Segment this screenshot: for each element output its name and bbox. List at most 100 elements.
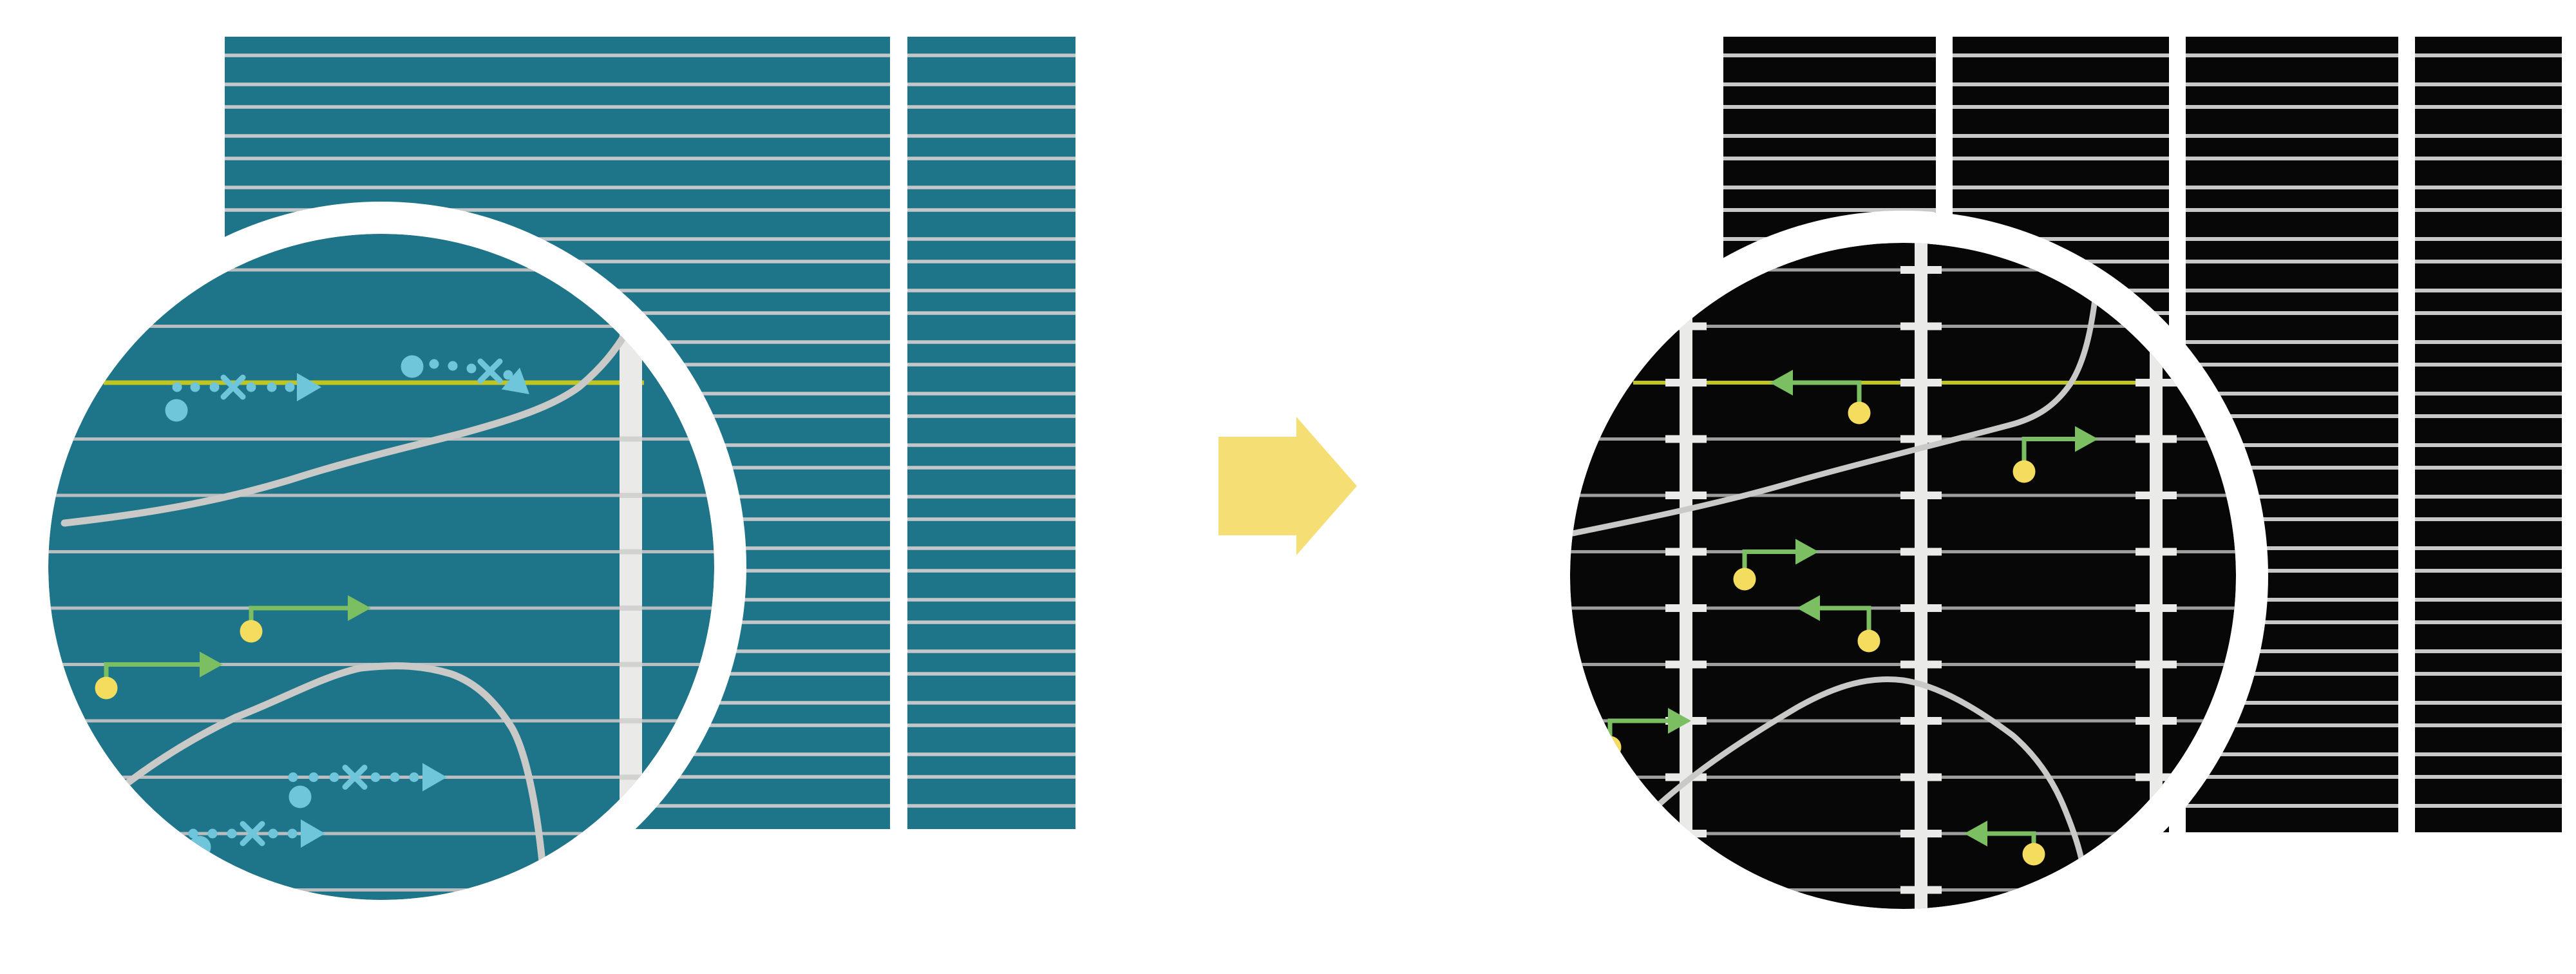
finger-line — [2415, 157, 2562, 160]
busbar-tick — [620, 606, 642, 611]
collection-arrow — [2012, 426, 2098, 483]
busbar-tick — [620, 493, 642, 498]
path-dot — [308, 772, 319, 782]
left-magnifier-content — [48, 234, 714, 900]
finger-line — [907, 186, 1075, 189]
finger-line — [2186, 466, 2398, 470]
finger-line — [2186, 775, 2398, 779]
finger-line — [907, 208, 1075, 212]
highlighted-finger-line — [1633, 381, 2156, 385]
finger-line — [907, 289, 1075, 292]
busbar-tick — [620, 662, 642, 667]
finger-line — [225, 105, 890, 109]
busbar — [1680, 243, 1692, 909]
busbar-pad — [2136, 604, 2177, 612]
finger-line — [907, 311, 1075, 315]
finger-line — [2186, 701, 2398, 705]
finger-line — [2415, 443, 2562, 447]
busbar-pad — [1665, 660, 1707, 669]
finger-line — [2186, 53, 2398, 57]
path-dot — [285, 382, 295, 392]
finger-line — [225, 82, 890, 86]
path-dot — [390, 772, 400, 782]
highlighted-finger-line — [104, 380, 644, 385]
collection-arrowhead-icon — [1770, 370, 1793, 396]
finger-line — [225, 134, 890, 138]
finger-line — [2415, 598, 2562, 602]
finger-line — [907, 363, 1075, 367]
right-magnifier — [1538, 211, 2268, 941]
finger-line — [2415, 775, 2562, 779]
finger-line — [2186, 752, 2398, 756]
finger-line — [2415, 466, 2562, 470]
grain-boundary — [61, 326, 632, 527]
finger-line — [2415, 340, 2562, 344]
finger-line — [2186, 804, 2398, 808]
finger-line — [1723, 53, 1936, 57]
finger-line — [2186, 208, 2398, 212]
finger-line — [907, 340, 1075, 344]
busbar-pad — [2136, 548, 2177, 556]
electron-carrier-dot — [289, 785, 312, 808]
busbar-pad — [1665, 492, 1707, 499]
finger-line — [907, 598, 1075, 602]
finger-line — [907, 775, 1075, 779]
finger-line — [2186, 649, 2398, 653]
busbar-tick — [620, 436, 642, 442]
path-dot — [370, 772, 381, 782]
busbar-pad — [1900, 773, 1942, 781]
cell-strip — [2415, 37, 2562, 832]
finger-line — [2186, 443, 2398, 447]
finger-line — [2186, 672, 2398, 676]
finger-line — [907, 495, 1075, 499]
finger-line — [907, 701, 1075, 705]
magnified-cell-area — [48, 234, 714, 900]
collected-carrier-dot — [2012, 460, 2036, 483]
collection-arrow — [1770, 370, 1871, 425]
finger-line — [2415, 392, 2562, 396]
electron-arrowhead-icon — [501, 367, 529, 394]
magnified-finger-line — [48, 719, 714, 723]
busbar-pad — [1900, 717, 1942, 725]
busbar-pad — [1665, 548, 1707, 556]
finger-line — [907, 260, 1075, 263]
finger-line — [1723, 208, 1936, 212]
path-dot — [190, 382, 200, 392]
recombination-x-icon — [342, 765, 368, 790]
magnified-finger-line — [48, 776, 714, 779]
collection-arrow — [1964, 821, 2045, 866]
path-dot — [246, 382, 256, 392]
magnified-finger-line — [48, 493, 714, 497]
grain-boundary — [1657, 676, 2090, 891]
busbar-pad — [1900, 322, 1942, 330]
finger-line — [2415, 363, 2562, 367]
finger-line — [2415, 53, 2562, 57]
finger-line — [2415, 311, 2562, 315]
finger-line — [907, 517, 1075, 521]
finger-line — [2186, 237, 2398, 241]
finger-line — [2415, 620, 2562, 624]
cell-strip — [907, 37, 1075, 829]
recombination-x-icon — [220, 374, 246, 400]
magnified-finger-line — [48, 888, 714, 892]
finger-line — [907, 53, 1075, 57]
finger-line — [907, 752, 1075, 756]
finger-line — [2186, 495, 2398, 499]
path-dot — [288, 772, 298, 782]
magnified-finger-line — [48, 268, 714, 272]
busbar-pad — [1900, 492, 1942, 499]
finger-line — [1953, 134, 2169, 138]
path-dot — [209, 382, 220, 392]
finger-line — [1953, 157, 2169, 160]
finger-line — [2415, 701, 2562, 705]
finger-line — [907, 414, 1075, 418]
electron-path — [429, 358, 529, 394]
finger-line — [2415, 82, 2562, 86]
recombination-x-icon — [240, 821, 265, 846]
finger-line — [1953, 237, 2169, 241]
collection-arrowhead-icon — [1964, 821, 1987, 846]
electron-carrier-dot — [401, 355, 424, 378]
collection-arrow — [240, 595, 371, 643]
finger-line — [907, 569, 1075, 573]
finger-line — [2186, 620, 2398, 624]
